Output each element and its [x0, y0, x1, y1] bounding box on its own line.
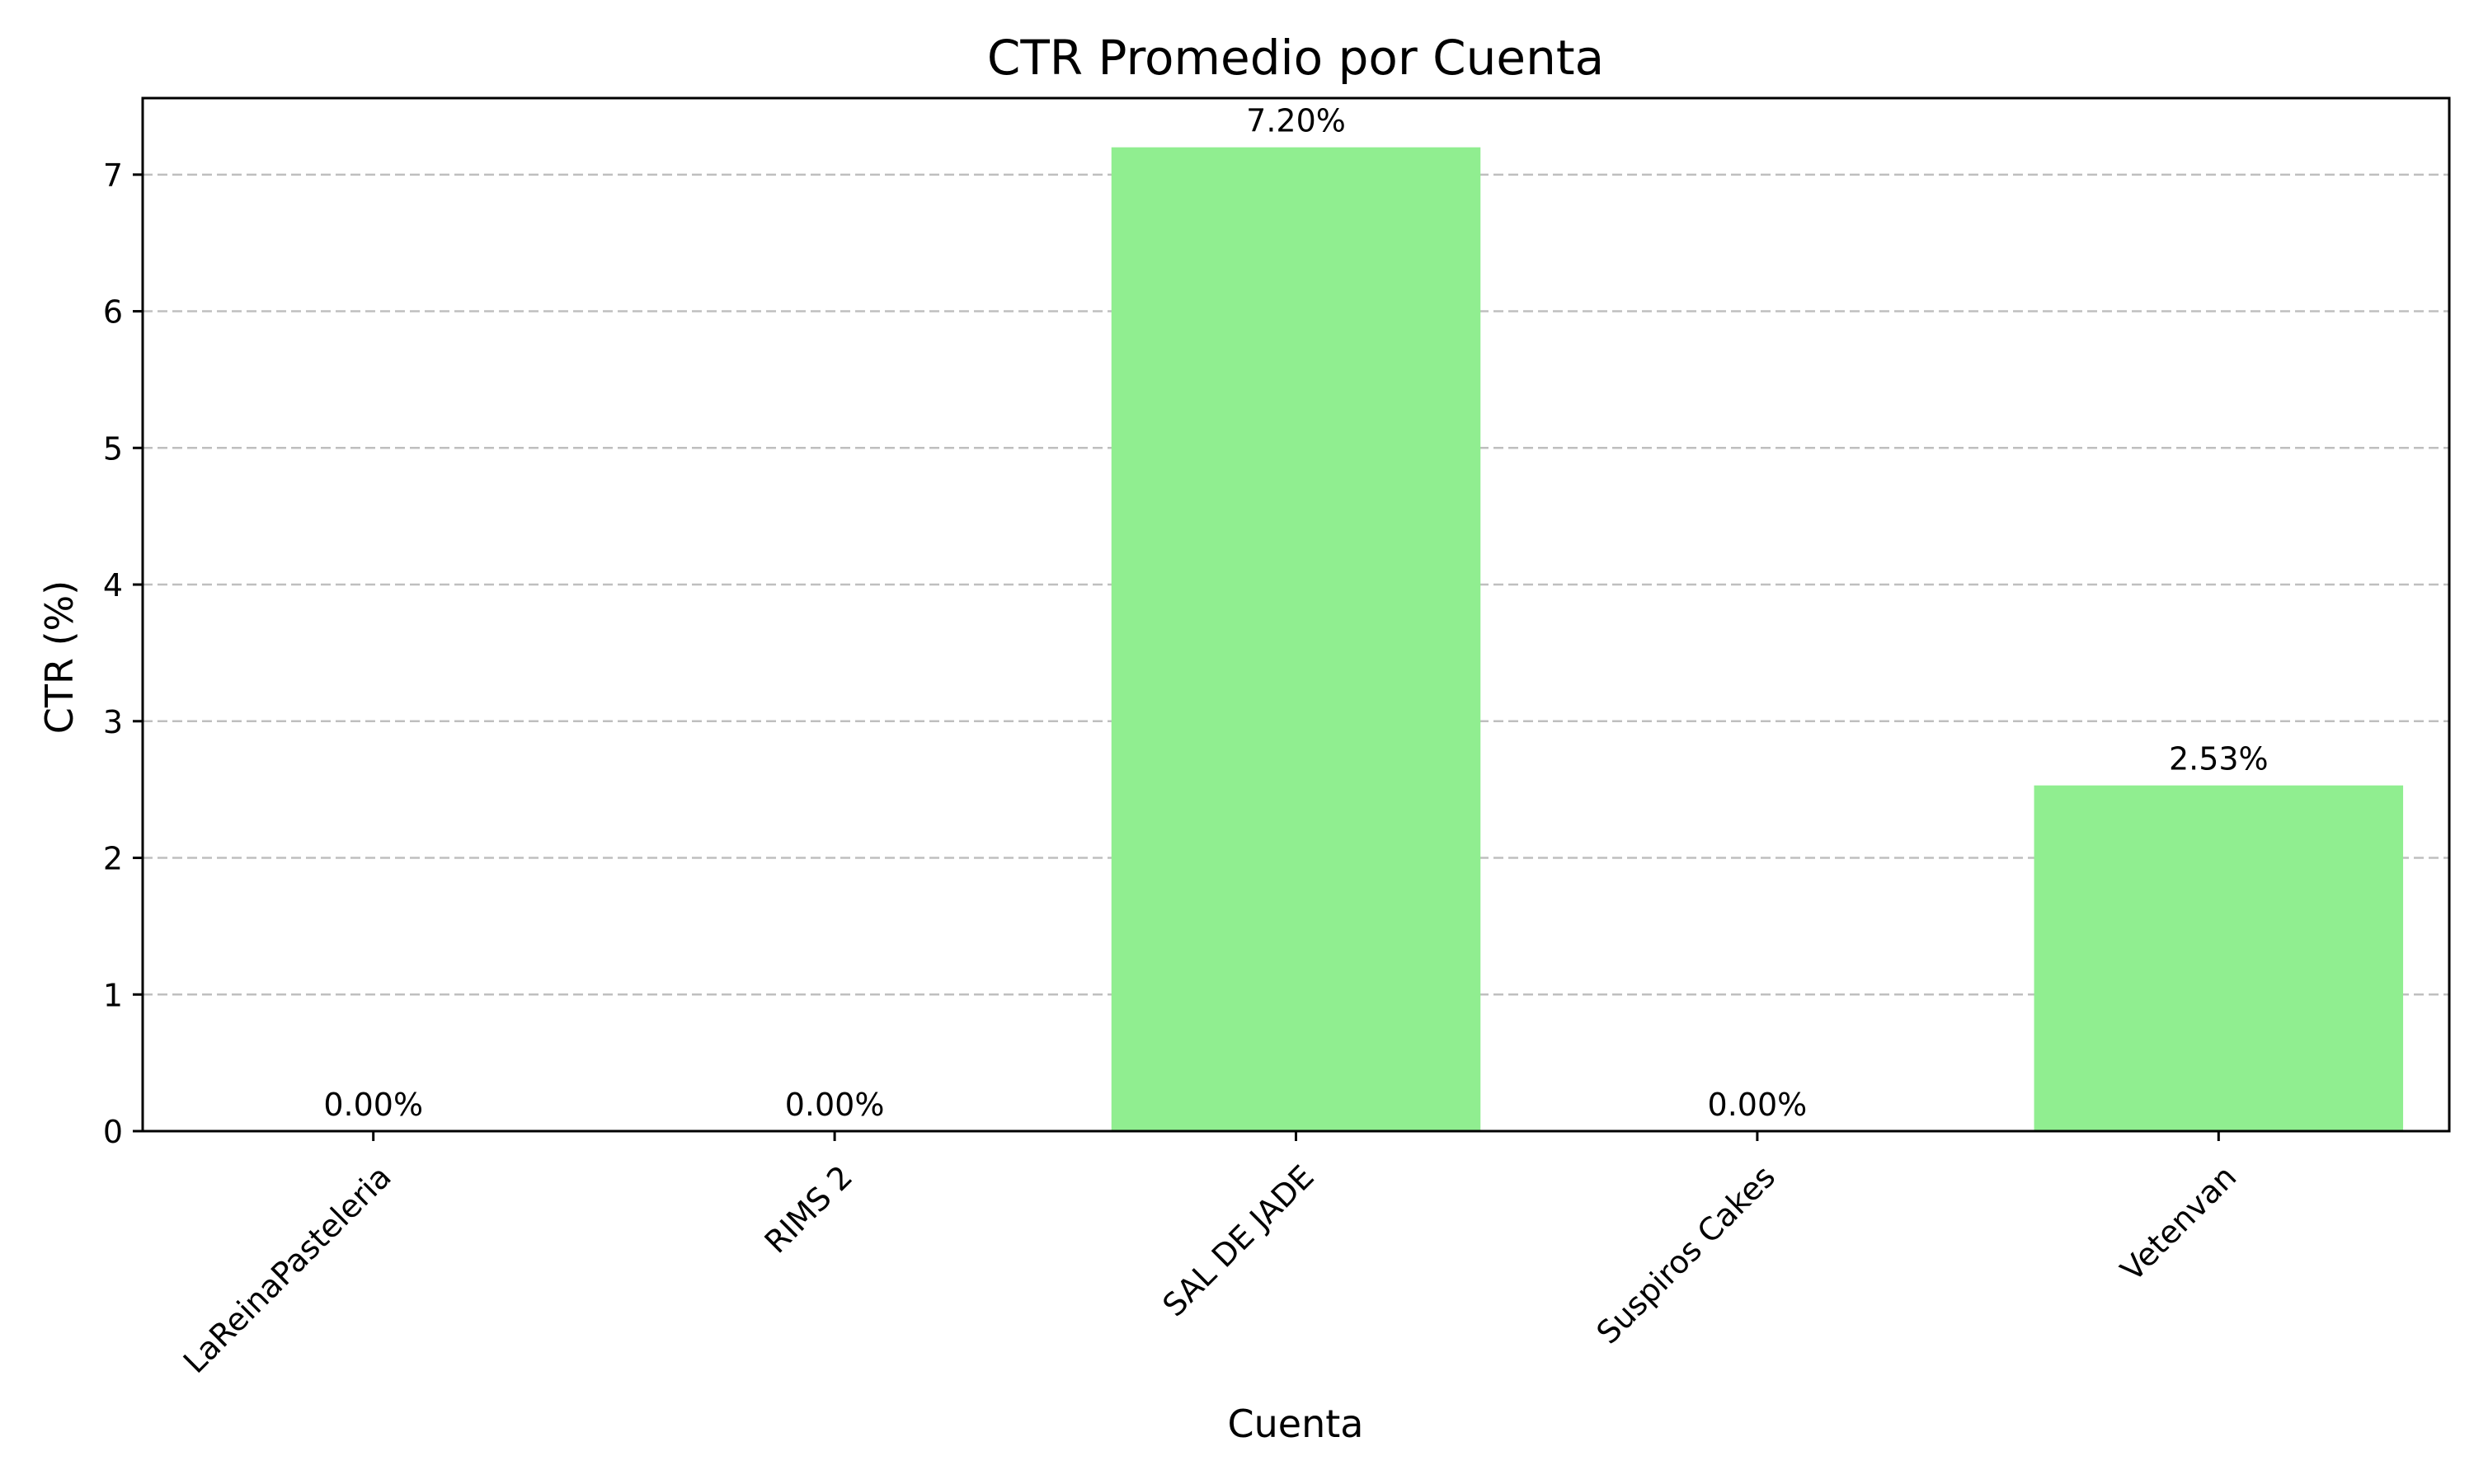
data-label: 7.20% — [1246, 103, 1346, 139]
data-label: 0.00% — [785, 1087, 885, 1123]
y-tick-label: 6 — [103, 294, 123, 331]
x-tick-label: Vetenvan — [2114, 1158, 2243, 1288]
data-labels: 0.00% 0.00% 7.20% 0.00% 2.53% — [323, 103, 2268, 1123]
y-axis-label: CTR (%) — [37, 580, 82, 734]
y-tick-label: 1 — [103, 977, 123, 1013]
bar — [2034, 785, 2404, 1131]
y-tick-label: 4 — [103, 567, 123, 603]
x-tick-label: LaReinaPasteleria — [176, 1158, 398, 1380]
x-axis-ticks: LaReinaPasteleria RIMS 2 SAL DE JADE Suspir… — [176, 1131, 2243, 1380]
x-axis-label: Cuenta — [1228, 1402, 1364, 1446]
data-label: 2.53% — [2169, 741, 2269, 777]
y-axis-ticks: 0 1 2 3 4 5 6 7 — [103, 157, 143, 1150]
y-tick-label: 3 — [103, 704, 123, 740]
y-tick-label: 7 — [103, 157, 123, 194]
bars — [1111, 147, 2404, 1132]
y-tick-label: 2 — [103, 841, 123, 877]
x-tick-label: Suspiros Cakes — [1590, 1158, 1783, 1351]
x-tick-label: RIMS 2 — [758, 1158, 860, 1261]
bar — [1111, 147, 1481, 1132]
chart-title: CTR Promedio por Cuenta — [987, 30, 1604, 86]
y-tick-label: 0 — [103, 1114, 123, 1150]
y-tick-label: 5 — [103, 430, 123, 467]
data-label: 0.00% — [323, 1087, 423, 1123]
x-tick-label: SAL DE JADE — [1155, 1158, 1320, 1323]
data-label: 0.00% — [1708, 1087, 1808, 1123]
